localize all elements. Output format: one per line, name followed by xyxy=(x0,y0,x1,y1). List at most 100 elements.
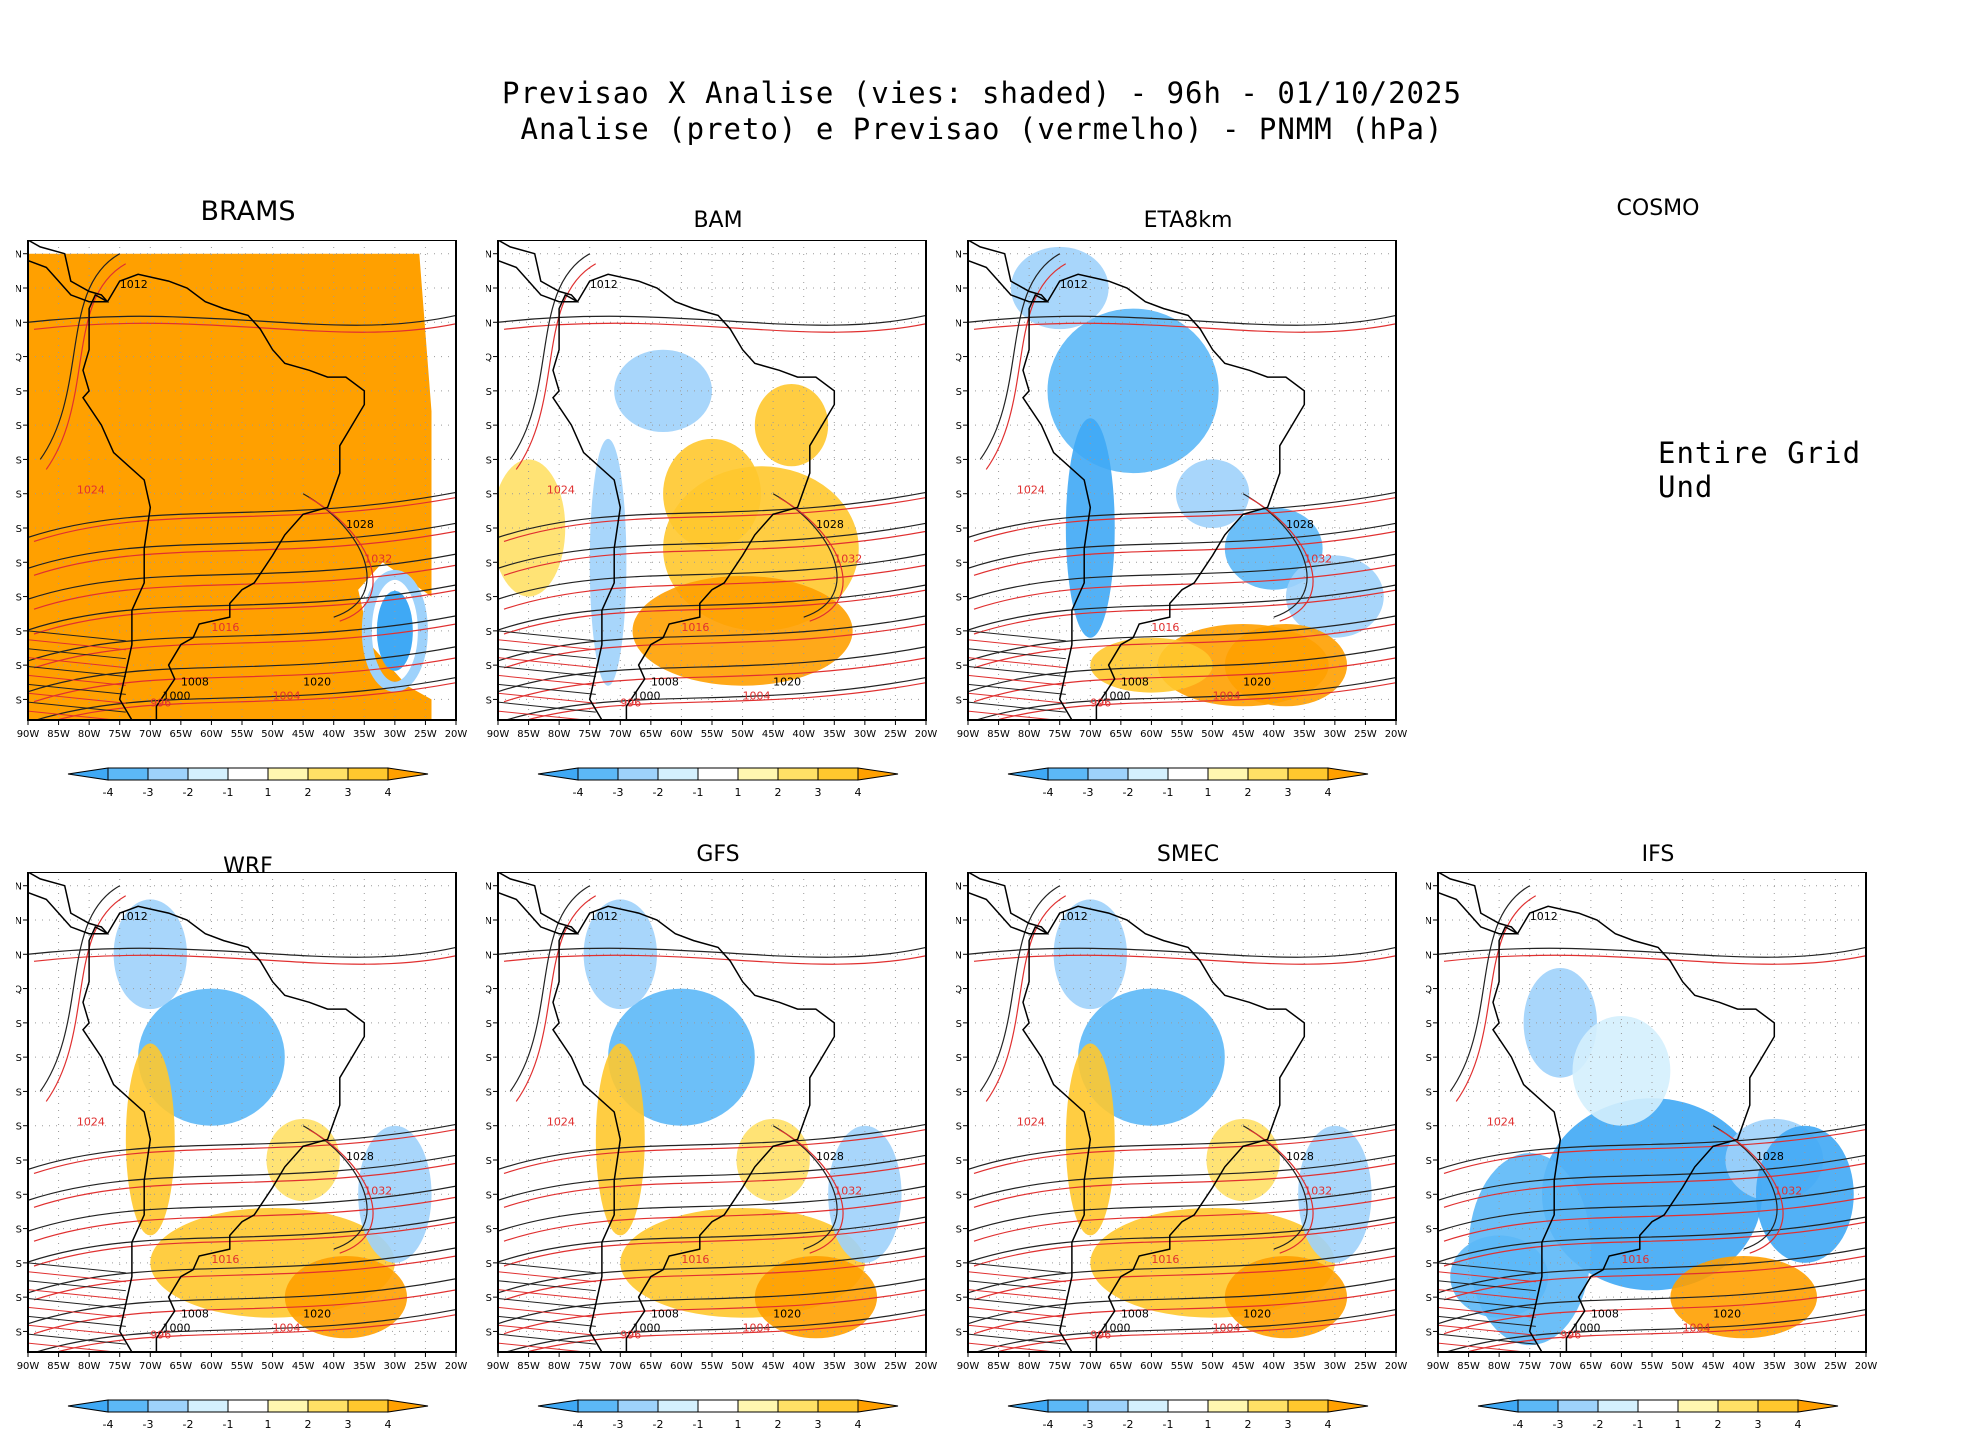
colorbar-cell xyxy=(817,767,859,781)
isobar-south xyxy=(1438,1280,1536,1292)
colorbar-label: 4 xyxy=(1325,786,1332,799)
bias-shading xyxy=(1053,899,1127,1010)
isobar-label: 996 xyxy=(1090,696,1111,709)
x-tick-label: 85W xyxy=(47,1361,70,1372)
isobar-forecast xyxy=(973,623,1396,669)
y-tick-label: 35S xyxy=(1426,1225,1432,1236)
isobar-analysis xyxy=(968,646,1396,693)
isobar-south xyxy=(498,1262,596,1274)
y-tick-label: 10N xyxy=(486,916,492,927)
colorbar-cell xyxy=(817,1399,859,1413)
isobar-label: 1028 xyxy=(1756,1150,1784,1163)
isobar-south xyxy=(1438,1333,1536,1345)
colorbar-cell xyxy=(1127,767,1169,781)
colorbar-cell xyxy=(1797,1399,1839,1413)
isobar-south xyxy=(498,701,596,713)
isobar-analysis xyxy=(504,1308,926,1352)
colorbar-cell xyxy=(697,767,739,781)
coastline-central-america xyxy=(1438,872,1520,935)
colorbar-label: 4 xyxy=(385,786,392,799)
colorbar-label: -4 xyxy=(573,786,584,799)
y-tick-label: 5S xyxy=(486,387,492,398)
x-tick-label: 80W xyxy=(1018,1361,1041,1372)
isobar-south xyxy=(968,692,1066,704)
isobar-south xyxy=(28,683,126,695)
isobar-analysis xyxy=(498,1247,926,1294)
y-tick-label: 15N xyxy=(486,882,492,893)
bias-shading xyxy=(608,988,755,1126)
isobar-analysis xyxy=(509,885,591,1092)
y-tick-label: 15N xyxy=(956,882,962,893)
isobar-south xyxy=(1438,1298,1536,1310)
y-tick-label: 50S xyxy=(1426,1327,1432,1338)
colorbar-cell xyxy=(1047,767,1089,781)
isobar-forecast xyxy=(973,1128,1396,1174)
isobar-analysis xyxy=(504,676,926,720)
isobar-south xyxy=(28,639,126,651)
coastline-south-america xyxy=(552,273,836,720)
isobar-south xyxy=(498,692,596,704)
isobar-south xyxy=(968,1306,1066,1318)
x-tick-label: 25W xyxy=(414,729,437,740)
isobar-analysis xyxy=(498,946,926,958)
x-tick-label: 45W xyxy=(1232,729,1255,740)
y-tick-label: 25S xyxy=(16,1156,22,1167)
y-tick-label: 35S xyxy=(956,1225,962,1236)
colorbar-label: 2 xyxy=(1715,1418,1722,1431)
x-tick-label: 90W xyxy=(487,1361,510,1372)
isobar-analysis xyxy=(968,1123,1396,1170)
isobar-forecast xyxy=(1443,954,1866,965)
x-tick-label: 55W xyxy=(1641,1361,1664,1372)
isobar-analysis xyxy=(28,1185,456,1232)
x-tick-label: 75W xyxy=(1048,1361,1071,1372)
colorbar-cell xyxy=(617,1399,659,1413)
colorbar-label: 2 xyxy=(775,1418,782,1431)
y-tick-label: 35S xyxy=(16,593,22,604)
isobar-forecast xyxy=(33,1128,456,1174)
colorbar-cell xyxy=(107,767,149,781)
colorbar-cell xyxy=(107,1399,149,1413)
isobar-analysis xyxy=(498,1216,926,1263)
colorbar-cell xyxy=(1247,1399,1289,1413)
isobar-south xyxy=(28,1280,126,1292)
isobar-label: 1012 xyxy=(1530,910,1558,923)
isobar-label: 1024 xyxy=(547,1116,575,1129)
bias-shading xyxy=(1572,1016,1671,1126)
isobar-label: 1020 xyxy=(773,676,801,689)
isobar-analysis xyxy=(28,553,456,600)
colorbar-cell xyxy=(267,1399,309,1413)
coastline-south-america xyxy=(82,273,366,720)
x-tick-label: 70W xyxy=(1079,1361,1102,1372)
coastline-central-america xyxy=(968,240,1050,303)
colorbar-cell xyxy=(577,767,619,781)
y-tick-label: 25S xyxy=(956,524,962,535)
isobar-label: 1000 xyxy=(633,1321,661,1334)
isobar-analysis xyxy=(28,491,456,538)
isobar-south xyxy=(968,657,1066,669)
colorbar-cell xyxy=(1007,1399,1049,1413)
isobar-analysis xyxy=(28,946,456,958)
isobar-forecast xyxy=(1455,895,1537,1102)
x-tick-label: 70W xyxy=(1549,1361,1572,1372)
isobar-south xyxy=(28,1298,126,1310)
isobar-analysis xyxy=(968,1247,1396,1294)
y-tick-label: 10N xyxy=(1426,916,1432,927)
isobar-label: 1032 xyxy=(834,1184,862,1197)
isobar-analysis xyxy=(1449,885,1531,1092)
isobar-label: 1020 xyxy=(303,676,331,689)
colorbar-cell xyxy=(347,1399,389,1413)
colorbar-label: 4 xyxy=(385,1418,392,1431)
isobar-forecast xyxy=(45,263,127,470)
y-tick-label: 5N xyxy=(16,318,22,329)
isobar-analysis xyxy=(34,676,456,720)
x-tick-label: 30W xyxy=(1324,1361,1347,1372)
y-tick-label: 15S xyxy=(486,1087,492,1098)
isobar-label: 1016 xyxy=(1151,1253,1179,1266)
x-tick-label: 60W xyxy=(200,729,223,740)
y-tick-label: 20S xyxy=(956,1122,962,1133)
isobar-south xyxy=(28,648,126,660)
isobar-forecast xyxy=(45,895,127,1102)
x-tick-label: 45W xyxy=(292,729,315,740)
colorbar-cell xyxy=(577,1399,619,1413)
